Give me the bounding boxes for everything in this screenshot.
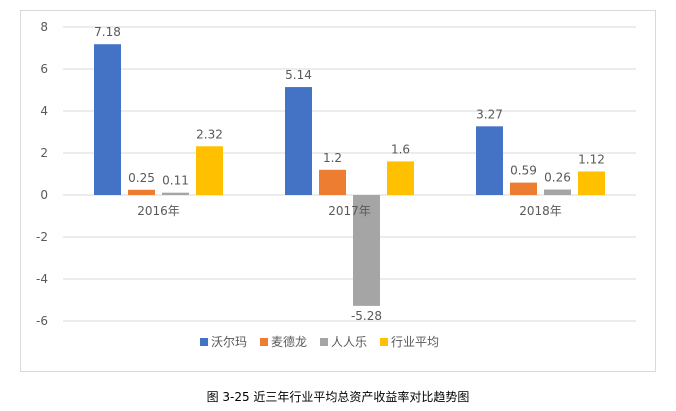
x-tick-label: 2018年 bbox=[519, 204, 562, 218]
x-tick-label: 2016年 bbox=[137, 204, 180, 218]
bar-3-2 bbox=[353, 195, 380, 306]
data-label: 0.11 bbox=[162, 174, 189, 188]
data-label: 7.18 bbox=[94, 25, 121, 39]
figure-caption: 图 3-25 近三年行业平均总资产收益率对比趋势图 bbox=[206, 390, 470, 404]
data-label: 2.32 bbox=[196, 127, 223, 141]
y-tick-label: 4 bbox=[40, 104, 48, 118]
data-label: 0.26 bbox=[544, 171, 571, 185]
y-tick-label: 8 bbox=[40, 20, 48, 34]
data-label: 3.27 bbox=[476, 107, 503, 121]
bar-2-1 bbox=[128, 189, 155, 195]
y-tick-label: 2 bbox=[40, 146, 48, 160]
bar-4-2 bbox=[387, 161, 414, 195]
data-label: 0.25 bbox=[128, 171, 155, 185]
bar-1-3 bbox=[476, 126, 503, 195]
bar-4-3 bbox=[578, 171, 605, 195]
data-label: -5.28 bbox=[351, 309, 382, 323]
legend-swatch-1 bbox=[200, 338, 208, 346]
bar-2-2 bbox=[319, 169, 346, 195]
legend-label: 行业平均 bbox=[391, 335, 439, 349]
legend-label: 沃尔玛 bbox=[211, 334, 247, 349]
chart-frame bbox=[20, 10, 656, 372]
y-tick-label: 0 bbox=[40, 188, 48, 202]
data-label: 1.12 bbox=[578, 152, 605, 166]
legend-label: 人人乐 bbox=[331, 335, 367, 349]
bar-4-1 bbox=[196, 146, 223, 195]
y-tick-label: -2 bbox=[36, 230, 48, 244]
y-tick-label: 6 bbox=[40, 62, 48, 76]
x-tick-label: 2017年 bbox=[328, 204, 371, 218]
data-label: 5.14 bbox=[285, 68, 312, 82]
bar-1-2 bbox=[285, 87, 312, 195]
y-tick-label: -6 bbox=[36, 314, 48, 328]
data-label: 0.59 bbox=[510, 164, 537, 178]
data-label: 1.2 bbox=[323, 151, 342, 165]
bar-chart: -6 -4 -2 0 2 4 6 8 7.18 0.25 0.11 2.32 2016年 5.14 1.2 -… bbox=[36, 20, 636, 349]
y-tick-label: -4 bbox=[36, 272, 48, 286]
data-label: 1.6 bbox=[391, 142, 410, 156]
bar-1-1 bbox=[94, 44, 121, 195]
legend-swatch-3 bbox=[320, 338, 328, 346]
bar-3-3 bbox=[544, 189, 571, 195]
bar-2-3 bbox=[510, 182, 537, 195]
bar-3-1 bbox=[162, 192, 189, 195]
legend-swatch-4 bbox=[380, 338, 388, 346]
legend-swatch-2 bbox=[260, 338, 268, 346]
legend-label: 麦德龙 bbox=[271, 334, 307, 349]
